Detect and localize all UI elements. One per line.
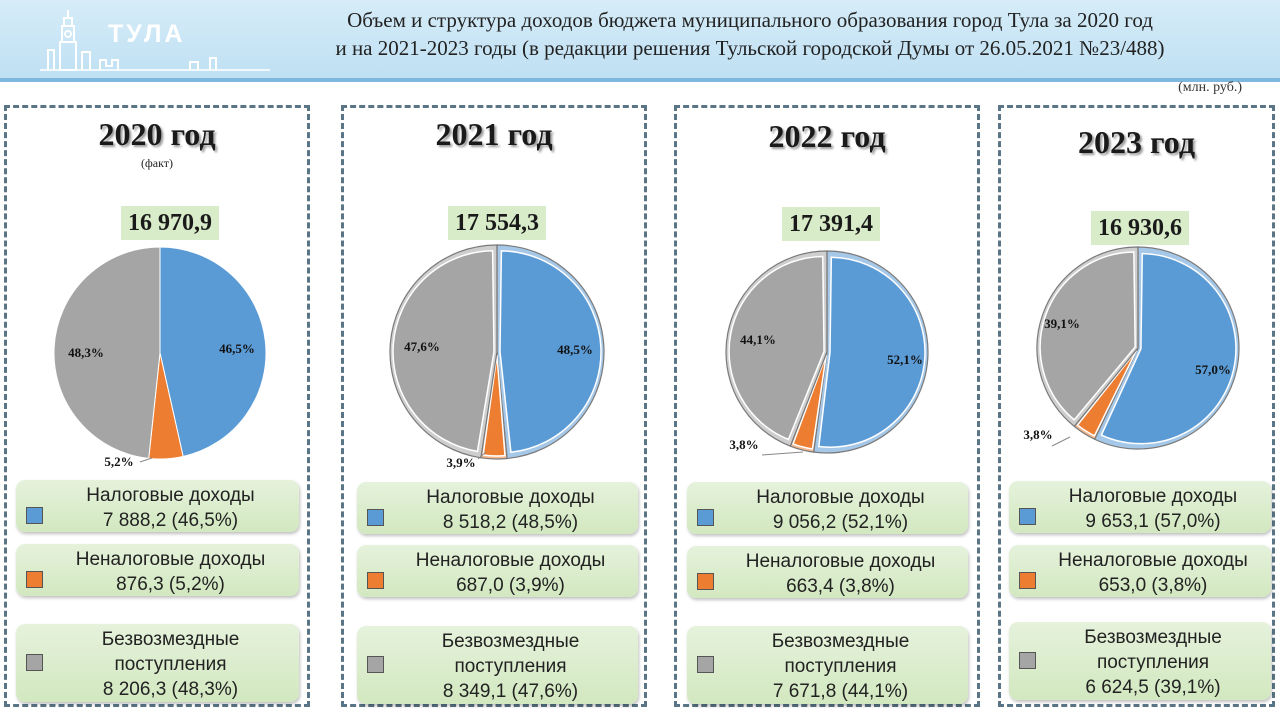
legend-text: Безвозмездные поступления 6 624,5 (39,1%)	[1039, 625, 1267, 700]
legend-amount: 7 888,2 (46,5%)	[102, 510, 239, 531]
legend-name: Неналоговые доходы	[745, 551, 936, 572]
legend-text: Безвозмездные поступления 7 671,8 (44,1%)	[717, 629, 964, 704]
legend-item-tax: Налоговые доходы 9 056,2 (52,1%)	[687, 482, 968, 534]
legend-swatch-grants	[1019, 652, 1036, 669]
legend-swatch-nontax	[1019, 572, 1036, 589]
legend-amount: 687,0 (3,9%)	[456, 575, 565, 596]
legend-name: Налоговые доходы	[426, 487, 595, 508]
legend-text: Неналоговые доходы 687,0 (3,9%)	[387, 548, 634, 598]
legend-name2: поступления	[784, 656, 897, 677]
year-title: 2020 год	[98, 116, 216, 152]
legend-swatch-grants	[697, 656, 714, 673]
legend-swatch-nontax	[367, 572, 384, 589]
legend-item-tax: Налоговые доходы 8 518,2 (48,5%)	[357, 482, 638, 534]
legend-amount: 663,4 (3,8%)	[786, 576, 895, 597]
legend-swatch-nontax	[26, 571, 43, 588]
legend-text: Налоговые доходы 9 653,1 (57,0%)	[1039, 484, 1267, 534]
legend-text: Безвозмездные поступления 8 206,3 (48,3%)	[46, 627, 295, 702]
total-value: 17 391,4	[782, 207, 880, 241]
legend-swatch-grants	[26, 654, 43, 671]
legend-name: Налоговые доходы	[756, 487, 925, 508]
legend-text: Неналоговые доходы 653,0 (3,8%)	[1039, 548, 1267, 598]
legend-name1: Безвозмездные	[101, 629, 240, 650]
legend-name2: поступления	[454, 656, 567, 677]
legend-name2: поступления	[114, 654, 227, 675]
title-line-2: и на 2021-2023 годы (в редакции решения …	[335, 36, 1165, 60]
header-banner: ТУЛА Объем и структура доходов бюджета м…	[0, 0, 1280, 82]
year-title: 2023 год	[1078, 124, 1195, 160]
legend-name1: Безвозмездные	[1084, 627, 1222, 648]
legend-item-tax: Налоговые доходы 9 653,1 (57,0%)	[1009, 481, 1271, 533]
legend-text: Налоговые доходы 8 518,2 (48,5%)	[387, 485, 634, 535]
legend-swatch-grants	[367, 656, 384, 673]
panel-2022: 2022 год 17 391,4	[674, 105, 980, 707]
legend-name: Неналоговые доходы	[415, 550, 606, 571]
legend-name: Неналоговые доходы	[75, 549, 266, 570]
total-value: 17 554,3	[448, 206, 546, 240]
legend-item-grants: Безвозмездные поступления 7 671,8 (44,1%)	[687, 626, 968, 704]
year-subnote: (факт)	[140, 156, 173, 170]
legend-swatch-nontax	[697, 573, 714, 590]
legend-amount: 7 671,8 (44,1%)	[772, 681, 909, 702]
panel-2023: 2023 год 16 930,6	[998, 105, 1275, 707]
legend-swatch-tax	[697, 509, 714, 526]
units-label: (млн. руб.)	[1178, 80, 1242, 95]
legend-amount: 9 653,1 (57,0%)	[1085, 511, 1221, 532]
legend-swatch-tax	[367, 509, 384, 526]
title-line-1: Объем и структура доходов бюджета муници…	[347, 8, 1153, 32]
legend-item-grants: Безвозмездные поступления 8 349,1 (47,6%)	[357, 626, 638, 704]
legend-amount: 8 518,2 (48,5%)	[442, 512, 579, 533]
legend-amount: 8 206,3 (48,3%)	[102, 679, 239, 700]
page-title: Объем и структура доходов бюджета муници…	[245, 6, 1255, 62]
legend-amount: 6 624,5 (39,1%)	[1085, 677, 1221, 698]
legend-name: Налоговые доходы	[1068, 486, 1238, 507]
legend-name1: Безвозмездные	[771, 631, 910, 652]
legend-name: Неналоговые доходы	[1058, 550, 1248, 571]
legend-swatch-tax	[1019, 508, 1036, 525]
legend-name: Налоговые доходы	[86, 485, 255, 506]
total-value: 16 970,9	[121, 206, 219, 240]
legend-name1: Безвозмездные	[441, 631, 580, 652]
legend-text: Налоговые доходы 9 056,2 (52,1%)	[717, 485, 964, 535]
legend-amount: 653,0 (3,8%)	[1098, 575, 1208, 596]
legend-name2: поступления	[1096, 652, 1210, 673]
year-title: 2021 год	[435, 116, 553, 152]
year-title: 2022 год	[768, 118, 886, 154]
legend-text: Неналоговые доходы 876,3 (5,2%)	[46, 547, 295, 597]
legend-item-nontax: Неналоговые доходы 653,0 (3,8%)	[1009, 545, 1271, 597]
legend-item-grants: Безвозмездные поступления 8 206,3 (48,3%)	[16, 624, 299, 702]
legend-text: Налоговые доходы 7 888,2 (46,5%)	[46, 483, 295, 533]
legend-item-nontax: Неналоговые доходы 663,4 (3,8%)	[687, 546, 968, 598]
legend-item-grants: Безвозмездные поступления 6 624,5 (39,1%)	[1009, 622, 1271, 700]
legend-text: Безвозмездные поступления 8 349,1 (47,6%)	[387, 629, 634, 704]
legend-amount: 876,3 (5,2%)	[116, 574, 225, 595]
legend-amount: 8 349,1 (47,6%)	[442, 681, 579, 702]
total-value: 16 930,6	[1091, 211, 1189, 245]
logo-text: ТУЛА	[108, 20, 186, 48]
legend-item-nontax: Неналоговые доходы 687,0 (3,9%)	[357, 545, 638, 597]
legend-amount: 9 056,2 (52,1%)	[772, 512, 909, 533]
legend-item-tax: Налоговые доходы 7 888,2 (46,5%)	[16, 480, 299, 532]
tula-kremlin-logo-icon	[40, 10, 270, 71]
legend-item-nontax: Неналоговые доходы 876,3 (5,2%)	[16, 544, 299, 596]
legend-swatch-tax	[26, 507, 43, 524]
panel-2020: 2020 год (факт) 16 970,9	[4, 105, 310, 707]
panel-2021: 2021 год 17 554,3	[341, 105, 647, 707]
legend-text: Неналоговые доходы 663,4 (3,8%)	[717, 549, 964, 599]
